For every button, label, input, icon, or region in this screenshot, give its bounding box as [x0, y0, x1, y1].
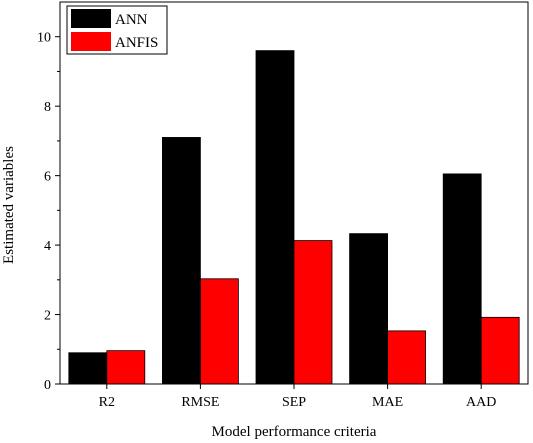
- legend-label-ann: ANN: [115, 12, 148, 28]
- legend-swatch-anfis: [71, 32, 111, 51]
- y-tick-label: 2: [44, 309, 51, 324]
- x-axis: R2 RMSE SEP MAE AAD: [99, 384, 496, 410]
- bar-ann-mae: [349, 233, 389, 385]
- bars-layer: [68, 50, 520, 385]
- x-tick-label: MAE: [372, 395, 403, 410]
- x-tick-label: R2: [99, 395, 115, 410]
- x-tick-label: SEP: [282, 395, 306, 410]
- y-tick-label: 0: [44, 378, 51, 393]
- x-axis-title: Model performance criteria: [212, 424, 377, 440]
- legend: ANN ANFIS: [66, 5, 168, 55]
- x-tick-label: RMSE: [181, 395, 219, 410]
- bar-anfis-r2: [106, 350, 146, 385]
- bar-ann-aad: [442, 173, 482, 385]
- bar-anfis-aad: [480, 316, 520, 385]
- y-tick-label: 8: [44, 100, 51, 115]
- y-axis-title: Estimated variables: [1, 146, 17, 264]
- y-tick-label: 6: [44, 170, 51, 185]
- bar-anfis-mae: [387, 330, 427, 385]
- bar-ann-sep: [255, 50, 295, 385]
- y-tick-label: 4: [44, 239, 51, 254]
- legend-swatch-ann: [71, 9, 111, 28]
- bar-anfis-rmse: [199, 278, 239, 385]
- x-tick-label: AAD: [466, 395, 496, 410]
- bar-anfis-sep: [293, 240, 333, 385]
- legend-label-anfis: ANFIS: [115, 35, 158, 51]
- y-axis: 0 2 4 6 8 10: [37, 31, 60, 393]
- bar-ann-rmse: [161, 137, 201, 385]
- y-tick-label: 10: [37, 31, 51, 46]
- bar-ann-r2: [68, 352, 108, 385]
